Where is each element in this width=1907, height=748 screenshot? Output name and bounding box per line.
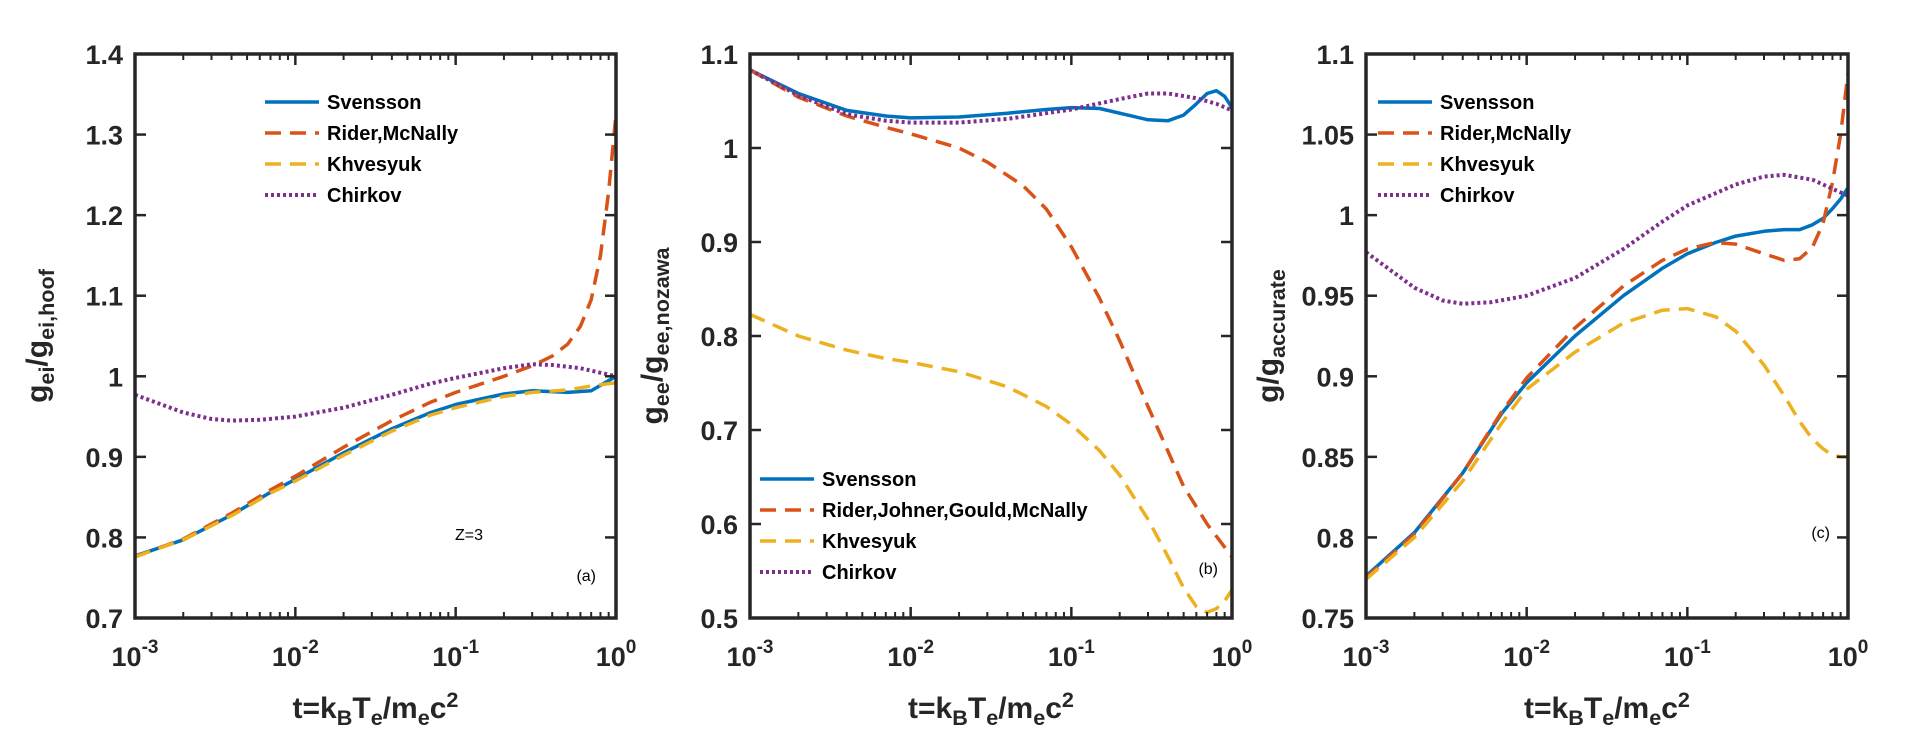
y-tick-label: 1.4: [85, 40, 123, 70]
y-axis-label: gee/gee,nozawa: [636, 246, 674, 424]
legend-label: Rider,McNally: [327, 123, 459, 145]
y-tick-label: 1: [723, 134, 738, 164]
x-tick-label: 10-2: [1503, 637, 1550, 672]
legend: Svensson Rider,Johner,Gould,McNally Khvesy…: [760, 469, 1088, 584]
y-tick-label: 1.2: [85, 201, 123, 231]
y-tick-label: 0.75: [1301, 604, 1354, 634]
y-tick-label: 0.7: [700, 416, 738, 446]
x-tick-label: 10-3: [727, 637, 774, 672]
legend-label: Svensson: [1440, 92, 1534, 114]
legend-label: Rider,McNally: [1440, 123, 1572, 145]
legend: Svensson Rider,McNally Khvesyuk Chirkov: [1378, 92, 1572, 207]
legend: Svensson Rider,McNally Khvesyuk Chirkov: [265, 92, 459, 207]
x-tick-label: 10-2: [272, 637, 319, 672]
y-tick-label: 0.95: [1301, 282, 1354, 312]
chart-panel-2: 10-3 10-2 10-1 100 0.5 0.6 0.7 0.8 0.9 1 1.1 t=kBTe…: [636, 40, 1252, 730]
y-tick-label: 0.8: [700, 322, 738, 352]
series-line-rider-johner-gould-mcnally: [750, 68, 1232, 558]
panel-label: (a): [576, 568, 596, 585]
y-tick-label: 1.1: [1316, 40, 1354, 70]
y-tick-label: 0.9: [1316, 362, 1354, 392]
annotation-text: Z=3: [455, 527, 483, 544]
series-line-svensson: [750, 68, 1232, 123]
legend-label: Chirkov: [1440, 185, 1515, 207]
plot-frame: [1364, 52, 1850, 620]
x-tick-label: 10-3: [112, 637, 159, 672]
y-tick-label: 0.9: [700, 228, 738, 258]
legend-label: Chirkov: [822, 562, 897, 584]
y-tick-label: 1.1: [700, 40, 738, 70]
x-tick-label: 100: [1212, 637, 1253, 672]
legend-label: Khvesyuk: [1440, 154, 1535, 176]
legend-label: Rider,Johner,Gould,McNally: [822, 500, 1088, 522]
panel-label: (b): [1198, 561, 1218, 578]
legend-label: Chirkov: [327, 185, 402, 207]
x-tick-label: 100: [596, 637, 637, 672]
series-line-rider-mcnally: [135, 114, 616, 559]
y-axis-label: gei/gei,hoof: [21, 268, 59, 403]
x-tick-label: 10-1: [432, 637, 479, 672]
series-line-chirkov: [750, 68, 1232, 125]
series-line-chirkov: [135, 362, 616, 423]
x-tick-label: 10-1: [1048, 637, 1095, 672]
y-tick-label: 0.5: [700, 604, 738, 634]
x-axis-label: t=kBTe/mec2: [908, 687, 1074, 730]
y-tick-label: 0.9: [85, 443, 123, 473]
legend-label: Svensson: [822, 469, 916, 491]
legend-label: Khvesyuk: [327, 154, 422, 176]
panel-label: (c): [1811, 525, 1830, 542]
series-line-khvesyuk: [135, 380, 616, 559]
x-axis-label: t=kBTe/mec2: [1524, 687, 1690, 730]
y-tick-label: 1: [1339, 201, 1354, 231]
y-tick-label: 0.6: [700, 510, 738, 540]
chart-panel-3: 10-3 10-2 10-1 100 0.75 0.8 0.85 0.9 0.95 1 1.05 1.…: [1252, 40, 1868, 730]
y-tick-label: 0.7: [85, 604, 123, 634]
y-tick-label: 1: [108, 362, 123, 392]
y-tick-label: 0.8: [85, 523, 123, 553]
plot-frame: [133, 52, 618, 620]
series-line-chirkov: [1366, 172, 1848, 306]
series-line-rider-mcnally: [1366, 73, 1848, 580]
chart-panel-1: 10-3 10-2 10-1 100 0.7 0.8 0.9 1 1.1 1.2 1.3 1.4 t=k…: [21, 40, 636, 730]
y-tick-label: 0.85: [1301, 443, 1354, 473]
x-axis-label: t=kBTe/mec2: [293, 687, 459, 730]
y-tick-label: 1.3: [85, 121, 123, 151]
x-tick-label: 100: [1828, 637, 1869, 672]
y-tick-label: 0.8: [1316, 523, 1354, 553]
series-line-khvesyuk: [1366, 306, 1848, 581]
y-tick-label: 1.05: [1301, 121, 1354, 151]
legend-label: Svensson: [327, 92, 421, 114]
x-tick-label: 10-1: [1664, 637, 1711, 672]
y-axis-label: g/gaccurate: [1252, 269, 1290, 403]
x-tick-label: 10-3: [1343, 637, 1390, 672]
x-tick-label: 10-2: [887, 637, 934, 672]
legend-label: Khvesyuk: [822, 531, 917, 553]
y-tick-label: 1.1: [85, 282, 123, 312]
